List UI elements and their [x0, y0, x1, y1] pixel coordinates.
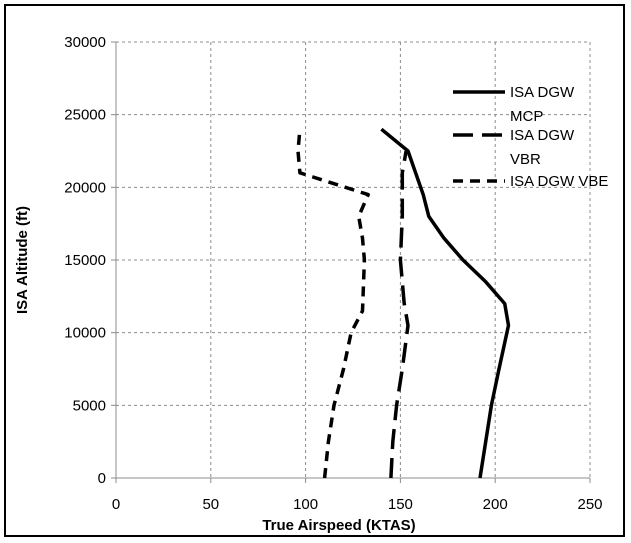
x-axis-title: True Airspeed (KTAS) — [262, 517, 415, 534]
x-tick-label: 100 — [293, 496, 318, 513]
x-tick-label: 250 — [577, 496, 602, 513]
y-tick-label: 20000 — [64, 179, 106, 196]
legend-label: MCP — [510, 108, 543, 125]
tick-labels: 0 5000 10000 15000 20000 25000 30000 0 50 100 150 2… — [64, 34, 602, 513]
series-line-isa-dgw-mcp — [380, 127, 511, 479]
y-tick-label: 5000 — [73, 397, 106, 414]
legend-label: ISA DGW — [510, 84, 575, 101]
y-tick-label: 15000 — [64, 252, 106, 269]
chart-frame — [4, 4, 625, 537]
y-tick-label: 30000 — [64, 34, 106, 51]
series — [296, 127, 511, 479]
y-tick-label: 25000 — [64, 107, 106, 124]
legend-label: ISA DGW — [510, 127, 575, 144]
x-tick-label: 200 — [483, 496, 508, 513]
x-tick-label: 50 — [202, 496, 219, 513]
y-tick-label: 0 — [98, 470, 106, 487]
legend-label: ISA DGW VBE — [510, 173, 608, 190]
y-axis-title: ISA Altitude (ft) — [14, 206, 31, 314]
y-tick-label: 10000 — [64, 325, 106, 342]
x-tick-label: 150 — [388, 496, 413, 513]
x-tick-label: 0 — [112, 496, 120, 513]
series-line-isa-dgw-vbr — [389, 150, 410, 479]
legend: ISA DGW MCP ISA DGW VBR ISA DGW VBE — [453, 84, 608, 190]
legend-label: VBR — [510, 151, 541, 168]
series-line-isa-dgw-vbe — [296, 129, 370, 479]
